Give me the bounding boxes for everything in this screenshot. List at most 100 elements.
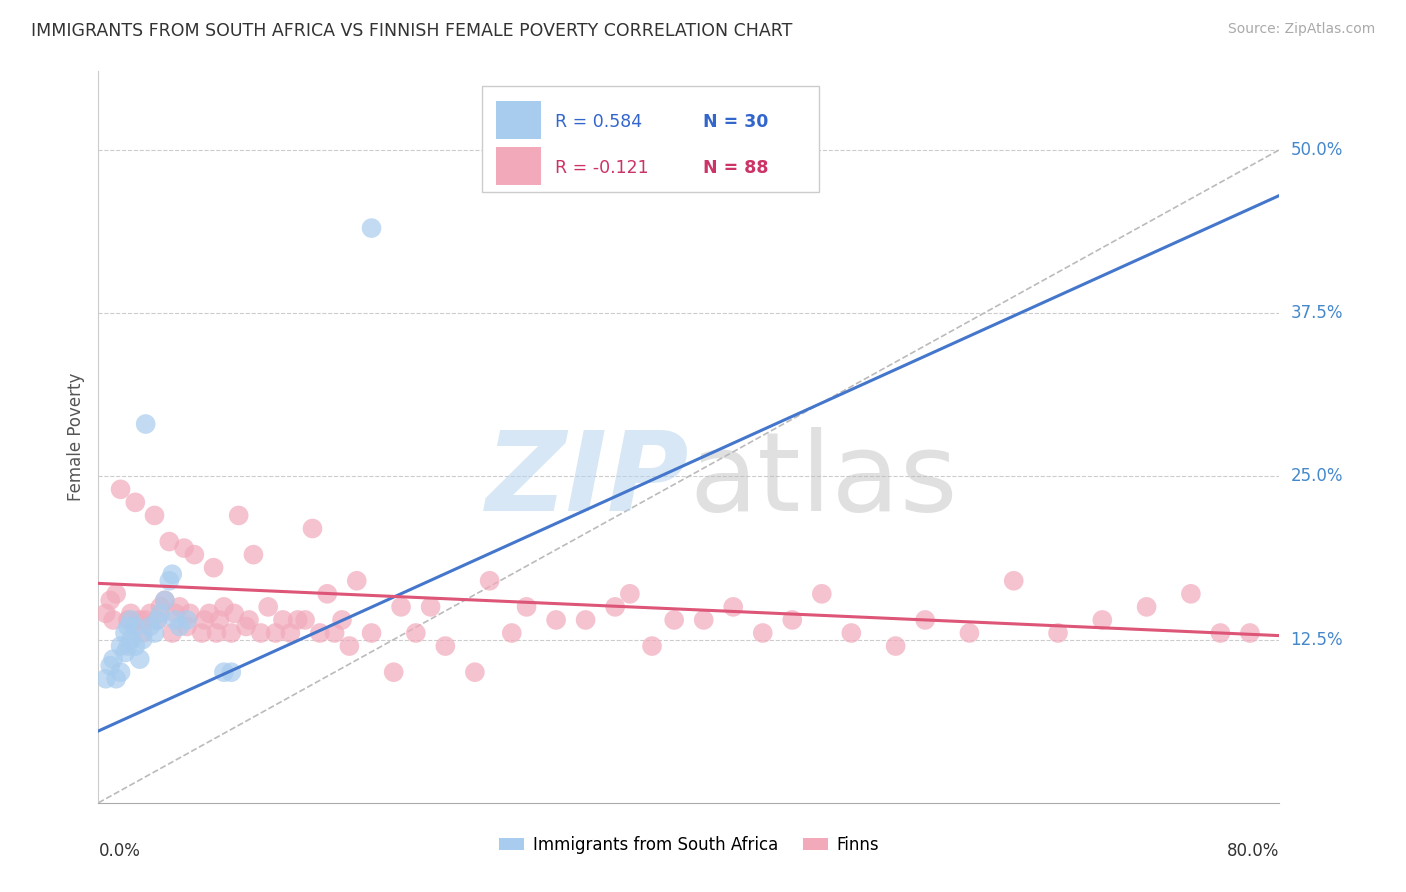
- Point: [323, 626, 346, 640]
- Text: 12.5%: 12.5%: [1291, 631, 1343, 648]
- Text: R = -0.121: R = -0.121: [555, 159, 650, 177]
- Point: [183, 548, 205, 562]
- Point: [294, 613, 316, 627]
- Point: [1091, 613, 1114, 627]
- Point: [339, 639, 361, 653]
- Point: [153, 593, 176, 607]
- Point: [143, 626, 166, 640]
- Text: N = 88: N = 88: [703, 159, 769, 177]
- Text: Source: ZipAtlas.com: Source: ZipAtlas.com: [1227, 22, 1375, 37]
- Point: [360, 221, 382, 235]
- FancyBboxPatch shape: [496, 101, 541, 138]
- Text: atlas: atlas: [689, 427, 957, 534]
- Text: 37.5%: 37.5%: [1291, 304, 1343, 322]
- Point: [501, 626, 523, 640]
- Point: [546, 613, 568, 627]
- Point: [139, 607, 162, 621]
- Point: [810, 587, 832, 601]
- Point: [149, 599, 172, 614]
- Point: [1046, 626, 1070, 640]
- Point: [114, 626, 136, 640]
- Point: [143, 508, 166, 523]
- Point: [221, 665, 243, 680]
- Point: [516, 599, 538, 614]
- Point: [98, 593, 121, 607]
- Point: [235, 619, 257, 633]
- Point: [165, 607, 187, 621]
- Point: [782, 613, 804, 627]
- Point: [132, 632, 155, 647]
- Point: [575, 613, 598, 627]
- Point: [169, 619, 191, 633]
- Point: [191, 626, 214, 640]
- Point: [405, 626, 427, 640]
- Point: [301, 521, 323, 535]
- Point: [135, 417, 157, 431]
- Point: [198, 607, 221, 621]
- Point: [1136, 599, 1159, 614]
- Point: [162, 567, 183, 582]
- Point: [202, 560, 225, 574]
- Point: [124, 619, 146, 633]
- Point: [224, 607, 246, 621]
- Point: [330, 613, 353, 627]
- Point: [120, 607, 142, 621]
- Point: [1209, 626, 1232, 640]
- Point: [641, 639, 664, 653]
- Point: [110, 665, 132, 680]
- Point: [105, 587, 128, 601]
- Text: R = 0.584: R = 0.584: [555, 112, 643, 131]
- Point: [205, 626, 228, 640]
- Point: [752, 626, 775, 640]
- Point: [228, 508, 250, 523]
- Point: [169, 599, 191, 614]
- Point: [723, 599, 745, 614]
- Y-axis label: Female Poverty: Female Poverty: [67, 373, 86, 501]
- Point: [103, 613, 125, 627]
- Point: [271, 613, 294, 627]
- Text: 50.0%: 50.0%: [1291, 141, 1343, 159]
- Point: [478, 574, 501, 588]
- Point: [914, 613, 936, 627]
- Text: N = 30: N = 30: [703, 112, 769, 131]
- Point: [208, 613, 231, 627]
- Point: [124, 495, 146, 509]
- Point: [135, 613, 157, 627]
- Point: [103, 652, 125, 666]
- Point: [176, 619, 198, 633]
- Point: [94, 672, 117, 686]
- Text: 25.0%: 25.0%: [1291, 467, 1343, 485]
- Point: [117, 613, 139, 627]
- Point: [309, 626, 332, 640]
- Point: [264, 626, 287, 640]
- Point: [128, 652, 150, 666]
- Point: [194, 613, 217, 627]
- Point: [128, 613, 150, 627]
- Point: [173, 541, 195, 555]
- Point: [176, 613, 198, 627]
- Point: [257, 599, 280, 614]
- Point: [419, 599, 441, 614]
- Point: [120, 632, 142, 647]
- Text: IMMIGRANTS FROM SOUTH AFRICA VS FINNISH FEMALE POVERTY CORRELATION CHART: IMMIGRANTS FROM SOUTH AFRICA VS FINNISH …: [31, 22, 793, 40]
- Point: [841, 626, 863, 640]
- Point: [94, 607, 117, 621]
- Point: [162, 626, 183, 640]
- Point: [316, 587, 339, 601]
- Point: [132, 626, 155, 640]
- Point: [105, 672, 128, 686]
- Point: [389, 599, 412, 614]
- Text: 80.0%: 80.0%: [1227, 842, 1279, 860]
- Point: [1180, 587, 1202, 601]
- Point: [238, 613, 260, 627]
- FancyBboxPatch shape: [482, 86, 818, 192]
- Point: [149, 607, 172, 621]
- Point: [146, 613, 169, 627]
- Point: [242, 548, 264, 562]
- Point: [693, 613, 716, 627]
- Point: [139, 619, 162, 633]
- FancyBboxPatch shape: [496, 146, 541, 185]
- Point: [221, 626, 243, 640]
- Point: [179, 607, 201, 621]
- Point: [346, 574, 368, 588]
